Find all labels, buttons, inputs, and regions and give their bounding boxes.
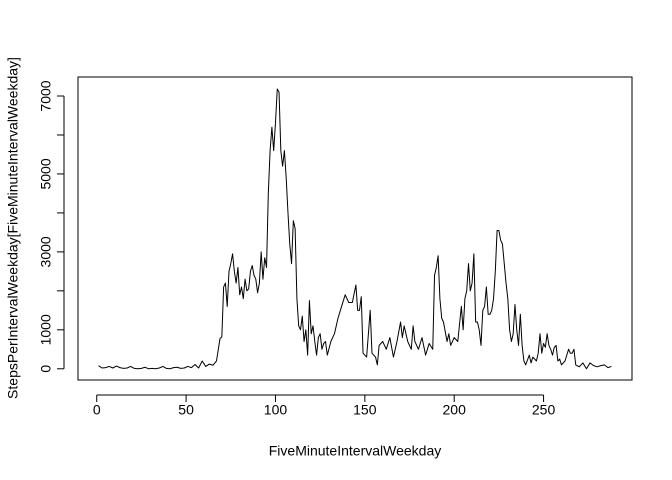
y-tick-label: 0	[38, 365, 54, 373]
y-axis-label: StepsPerIntervalWeekday[FiveMinuteInterv…	[5, 57, 21, 399]
x-tick-label: 200	[443, 402, 467, 418]
x-tick-label: 150	[353, 402, 377, 418]
y-tick-label: 3000	[38, 236, 54, 267]
x-axis-label: FiveMinuteIntervalWeekday	[269, 443, 441, 459]
data-line	[98, 88, 612, 370]
x-tick-label: 100	[264, 402, 288, 418]
y-tick-label: 1000	[38, 314, 54, 345]
plot-box	[77, 76, 633, 381]
y-tick-label: 7000	[38, 80, 54, 111]
y-tick-label: 5000	[38, 158, 54, 189]
x-tick-label: 0	[93, 402, 101, 418]
x-tick-label: 50	[178, 402, 194, 418]
x-tick-label: 250	[532, 402, 556, 418]
